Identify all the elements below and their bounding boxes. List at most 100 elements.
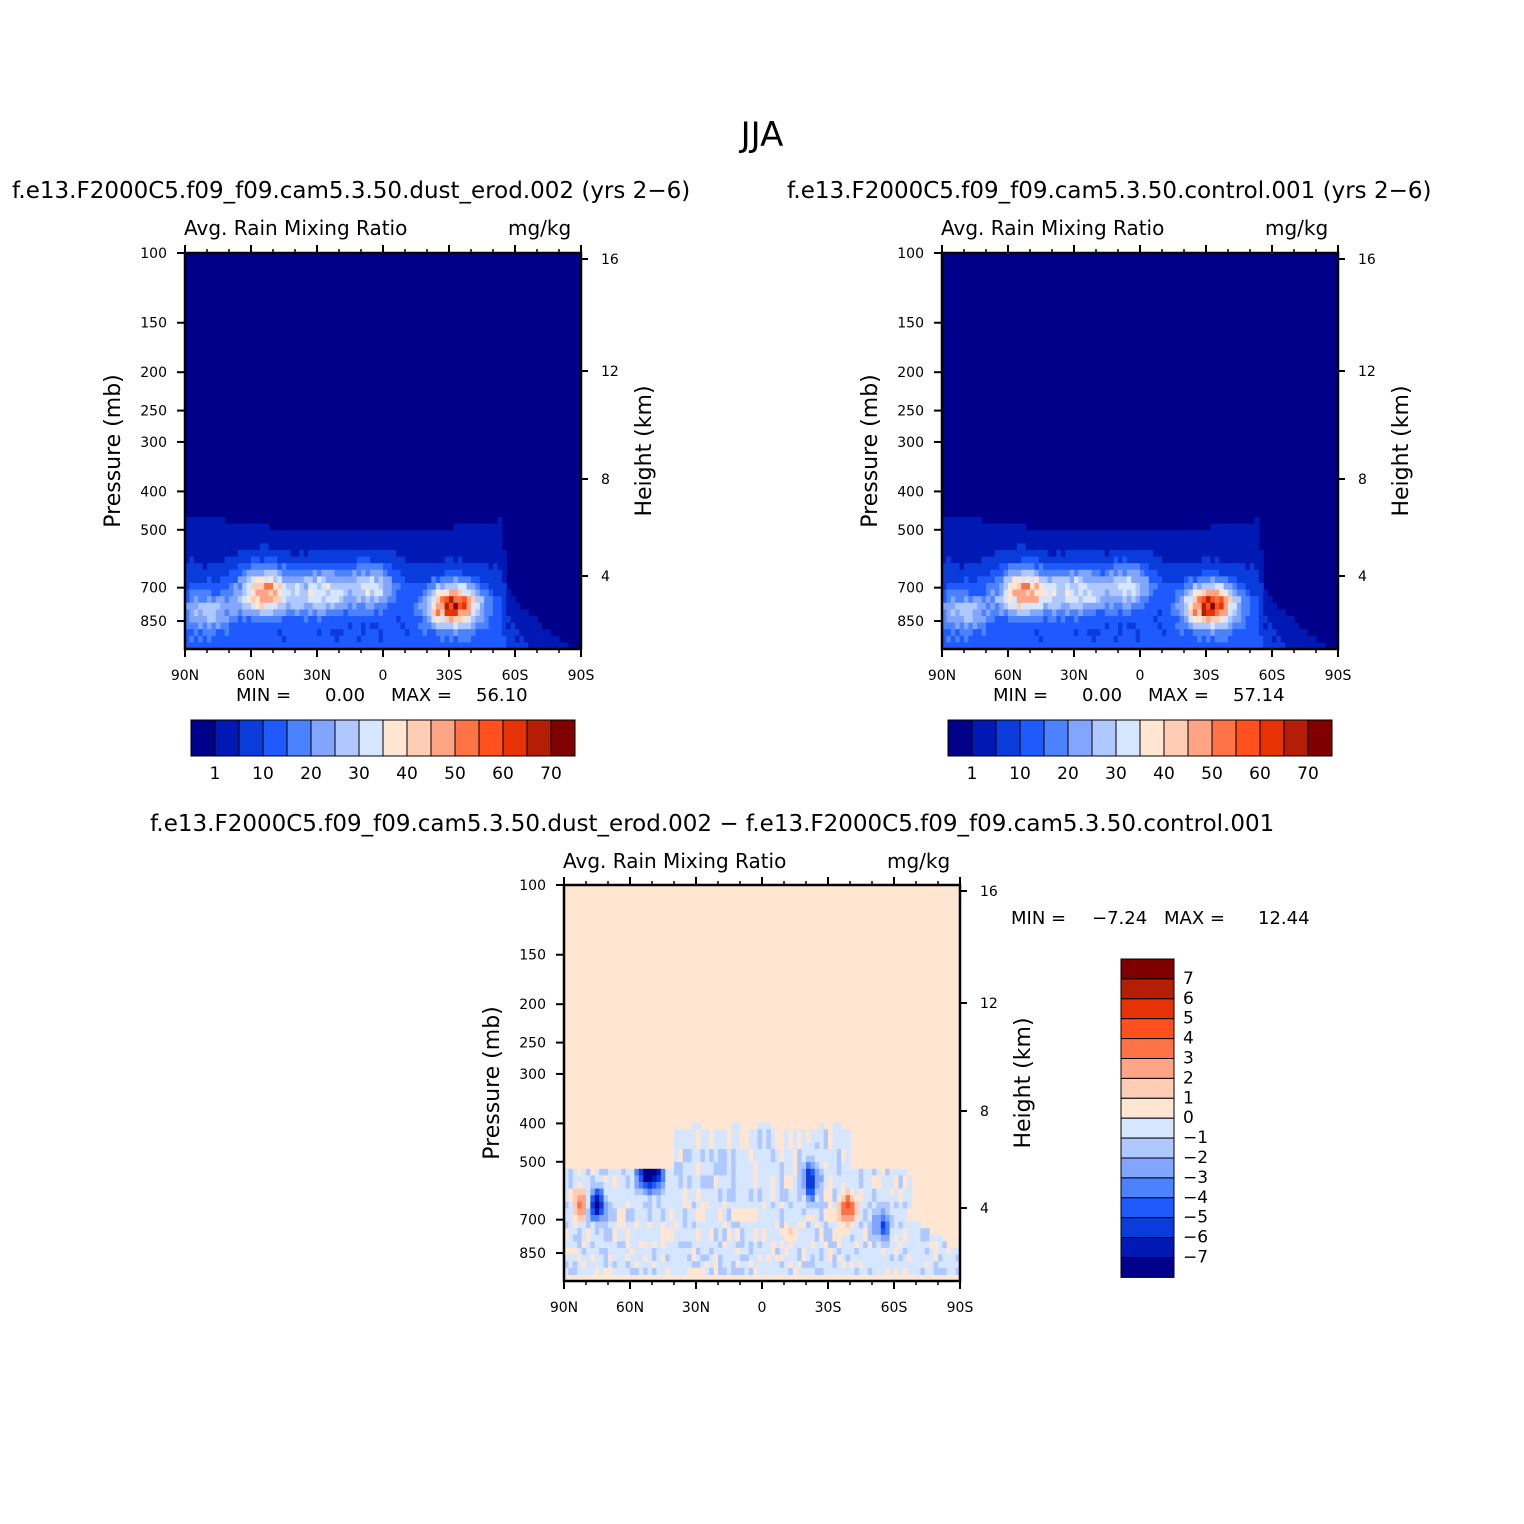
diff-cell <box>713 1142 719 1150</box>
p2-cell <box>959 635 965 643</box>
p2-cell <box>1122 543 1128 551</box>
p2-cell <box>942 635 947 643</box>
p2-cell <box>981 576 987 584</box>
p2-cell <box>955 635 961 643</box>
p1-cell <box>374 530 380 538</box>
p2-cell <box>986 602 991 610</box>
colorbars: 1 10 20 30 40 50 60 70 1 10 20 30 40 50 60 7076543210−1… <box>190 719 1333 1278</box>
p2-cell <box>1201 583 1207 591</box>
p2-cell <box>950 589 956 597</box>
p2-cell <box>1131 530 1137 538</box>
p2-cell <box>1021 602 1027 610</box>
diff-cell <box>709 1135 715 1143</box>
p2-cell <box>1250 536 1255 544</box>
diff-cell <box>779 1129 785 1137</box>
diff-cell <box>656 1195 662 1203</box>
diff-cell <box>625 1241 631 1249</box>
p2-cell <box>1140 550 1145 558</box>
p1-cell <box>299 642 305 649</box>
p2-cell <box>1008 536 1013 544</box>
p2-cell <box>1236 635 1242 643</box>
p2-cell <box>1241 576 1247 584</box>
diff-cell <box>863 1267 869 1275</box>
p1-cell <box>189 563 195 571</box>
diff-cell <box>625 1261 631 1269</box>
diff-cell <box>682 1254 688 1262</box>
p2-cell <box>972 556 978 564</box>
p1-cell <box>189 629 195 637</box>
diff-cell <box>682 1155 688 1163</box>
p2-cell <box>1047 569 1053 577</box>
p1-cell <box>431 569 437 577</box>
diff-cell <box>652 1168 657 1176</box>
p2-cell <box>977 530 983 538</box>
p1-cell <box>233 602 239 610</box>
diff-cell <box>810 1248 816 1256</box>
p2-cell <box>994 576 1000 584</box>
p1-cell <box>405 543 410 551</box>
p2-cell <box>950 609 956 617</box>
p2-cell <box>1109 536 1115 544</box>
diff-cell <box>696 1241 701 1249</box>
p1-cell <box>303 629 309 637</box>
diff-cell <box>700 1129 706 1137</box>
p2-cell <box>1250 556 1255 564</box>
p1-cell <box>264 523 270 531</box>
diff-cell <box>876 1175 882 1183</box>
p2-cell <box>1280 609 1286 617</box>
p1-cell <box>462 543 468 551</box>
p2-cell <box>1197 642 1203 649</box>
p2-cell <box>1104 583 1110 591</box>
p1-cell <box>497 556 503 564</box>
p2-cell <box>1219 523 1225 531</box>
diff-cell <box>858 1234 864 1242</box>
p2-cell <box>1144 629 1150 637</box>
p1-cell <box>484 635 490 643</box>
p1-cell <box>259 596 265 604</box>
p1-cell <box>475 576 481 584</box>
diff-cell <box>709 1234 715 1242</box>
p2-cell <box>968 550 974 558</box>
p1-cell <box>506 609 512 617</box>
p2-cell <box>1082 556 1088 564</box>
p2-cell <box>959 550 965 558</box>
diff-cell <box>722 1175 728 1183</box>
p1-cell <box>290 609 296 617</box>
p1-cell <box>453 550 459 558</box>
p1-cell <box>422 569 428 577</box>
diff-cell <box>665 1168 671 1176</box>
diff-cell <box>792 1182 798 1190</box>
p1-cell <box>444 602 450 610</box>
p2-cell <box>1192 602 1198 610</box>
p1-cell <box>290 629 296 637</box>
p2-cell <box>1157 536 1163 544</box>
diff-cell <box>788 1129 794 1137</box>
diff-cell <box>792 1234 798 1242</box>
diff-cell <box>872 1254 877 1262</box>
p1-cell <box>435 589 441 597</box>
diff-cell <box>806 1215 811 1223</box>
p1-cell <box>295 596 300 604</box>
diff-cell <box>731 1267 737 1275</box>
diff-cell <box>581 1215 587 1223</box>
p2-cell <box>1056 635 1062 643</box>
p1-cell <box>435 536 441 544</box>
diff-cell <box>603 1168 609 1176</box>
p2-cell <box>994 550 1000 558</box>
diff-cell <box>757 1142 763 1150</box>
p1-cell <box>264 556 270 564</box>
diff-cell <box>766 1175 772 1183</box>
diff-cell <box>916 1221 921 1229</box>
p2-cell <box>1043 616 1049 624</box>
p1-cell <box>484 576 490 584</box>
p2-cell <box>1175 596 1181 604</box>
p1-cell <box>189 583 195 591</box>
p1-cell <box>339 629 344 637</box>
diff-cell <box>854 1215 860 1223</box>
diff-cell <box>665 1188 671 1196</box>
diff-cell <box>814 1135 820 1143</box>
p1-cell <box>471 583 476 591</box>
p2-cell <box>994 642 1000 649</box>
p1-ytick-label: 100 <box>140 246 167 262</box>
p1-xtick-label: 60N <box>237 668 265 684</box>
